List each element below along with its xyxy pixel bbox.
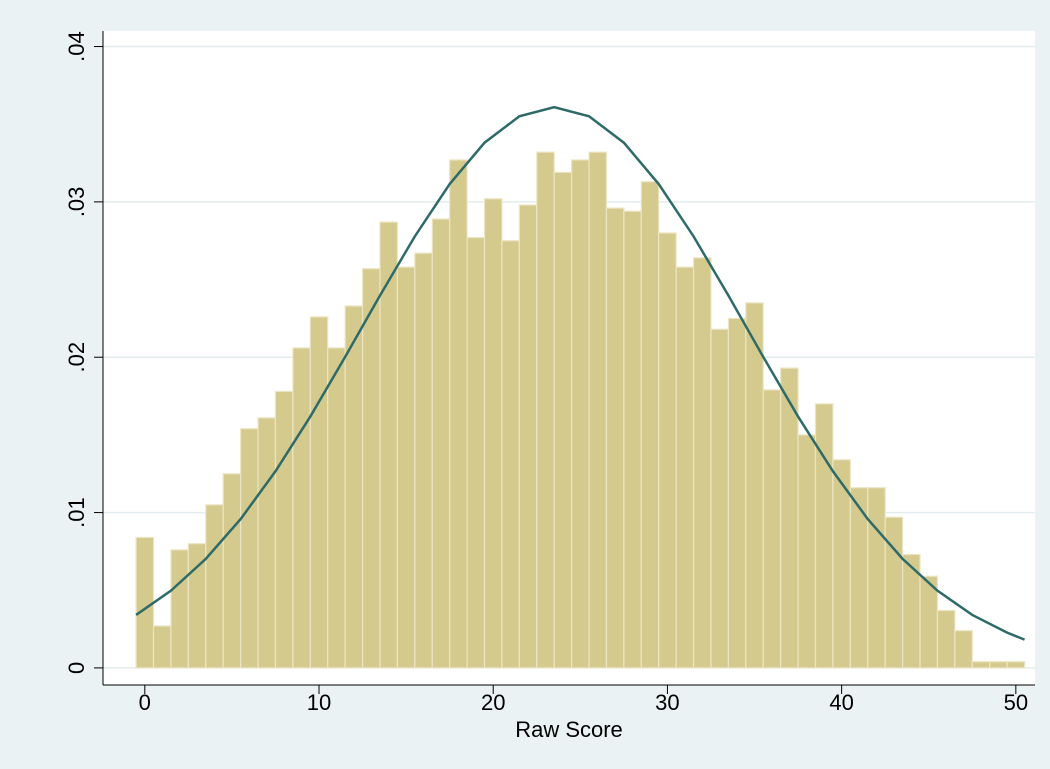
y-tick-label: .02 (64, 342, 89, 373)
bar (588, 151, 608, 669)
bar (152, 625, 172, 669)
bar (710, 328, 729, 669)
bar (205, 504, 224, 669)
bar (292, 347, 311, 669)
bar (240, 428, 259, 669)
y-tick-label: .01 (64, 497, 89, 528)
bar (762, 389, 782, 669)
bar (1006, 661, 1026, 669)
bar (936, 609, 956, 669)
y-tick-label: 0 (64, 662, 89, 674)
bar (745, 302, 764, 669)
bar (501, 240, 520, 669)
x-tick-label: 10 (307, 690, 331, 715)
x-axis-title: Raw Score (515, 717, 623, 742)
bar (675, 266, 695, 669)
bar (797, 434, 817, 669)
bar (431, 218, 451, 669)
bar (135, 536, 155, 669)
bar (692, 257, 712, 669)
x-tick-label: 0 (139, 690, 151, 715)
density-curve (135, 105, 1026, 641)
bar (449, 159, 468, 669)
bar (396, 266, 416, 669)
y-tick-label: .03 (64, 187, 89, 218)
bar (884, 516, 904, 669)
bar (989, 661, 1008, 669)
bar (640, 181, 660, 669)
bar (867, 487, 886, 669)
bar (222, 473, 242, 669)
bar (954, 630, 973, 669)
y-tick-label: .04 (64, 31, 89, 62)
x-tick-label: 50 (1004, 690, 1028, 715)
bar (309, 316, 329, 669)
bar (466, 237, 486, 669)
bar (170, 549, 189, 669)
bar (483, 198, 503, 669)
x-tick-label: 20 (481, 690, 505, 715)
bar (605, 207, 625, 669)
bar (814, 403, 834, 669)
bar (274, 390, 294, 669)
bar (344, 305, 364, 669)
bar (414, 252, 433, 669)
bar (327, 347, 346, 669)
bar (553, 171, 573, 669)
bar (257, 417, 277, 669)
bar (361, 268, 381, 669)
bar (658, 232, 677, 669)
x-tick-label: 30 (655, 690, 679, 715)
bar (971, 661, 991, 669)
x-tick-label: 40 (829, 690, 853, 715)
bar (571, 159, 590, 669)
bar (536, 151, 555, 669)
bar (623, 210, 642, 669)
bar (518, 204, 538, 669)
bar (727, 317, 747, 669)
